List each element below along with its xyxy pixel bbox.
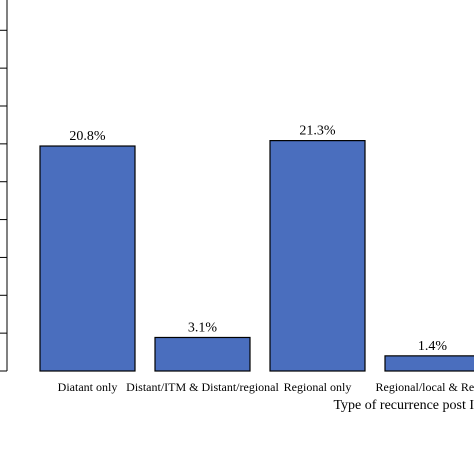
value-label: 1.4% [418,339,448,354]
value-label: 21.3% [299,124,336,139]
x-axis-label: Type of recurrence post I [333,398,474,413]
bar [384,355,474,372]
x-tick-label: Distant/ITM & Distant/regional [126,380,279,394]
x-tick-label: Regional only [284,380,352,394]
bar [39,145,136,372]
bar [154,336,251,372]
x-tick-label: Diatant only [58,380,118,394]
value-label: 20.8% [69,129,106,144]
x-tick-label: Regional/local & Regio [376,380,474,394]
value-label: 3.1% [188,320,218,335]
bar [269,140,366,372]
